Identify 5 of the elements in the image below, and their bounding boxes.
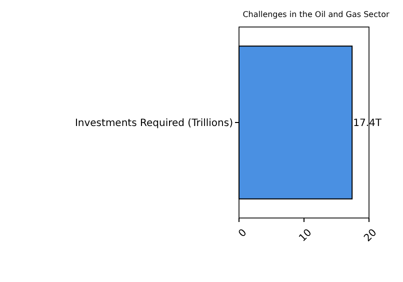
y-tick-label: Investments Required (Trillions) [74,118,234,129]
chart-title: Challenges in the Oil and Gas Sector [242,10,390,19]
x-tick-label: 20 [362,227,380,244]
x-tick-label: 0 [236,227,250,240]
x-tick-label: 10 [297,227,314,244]
